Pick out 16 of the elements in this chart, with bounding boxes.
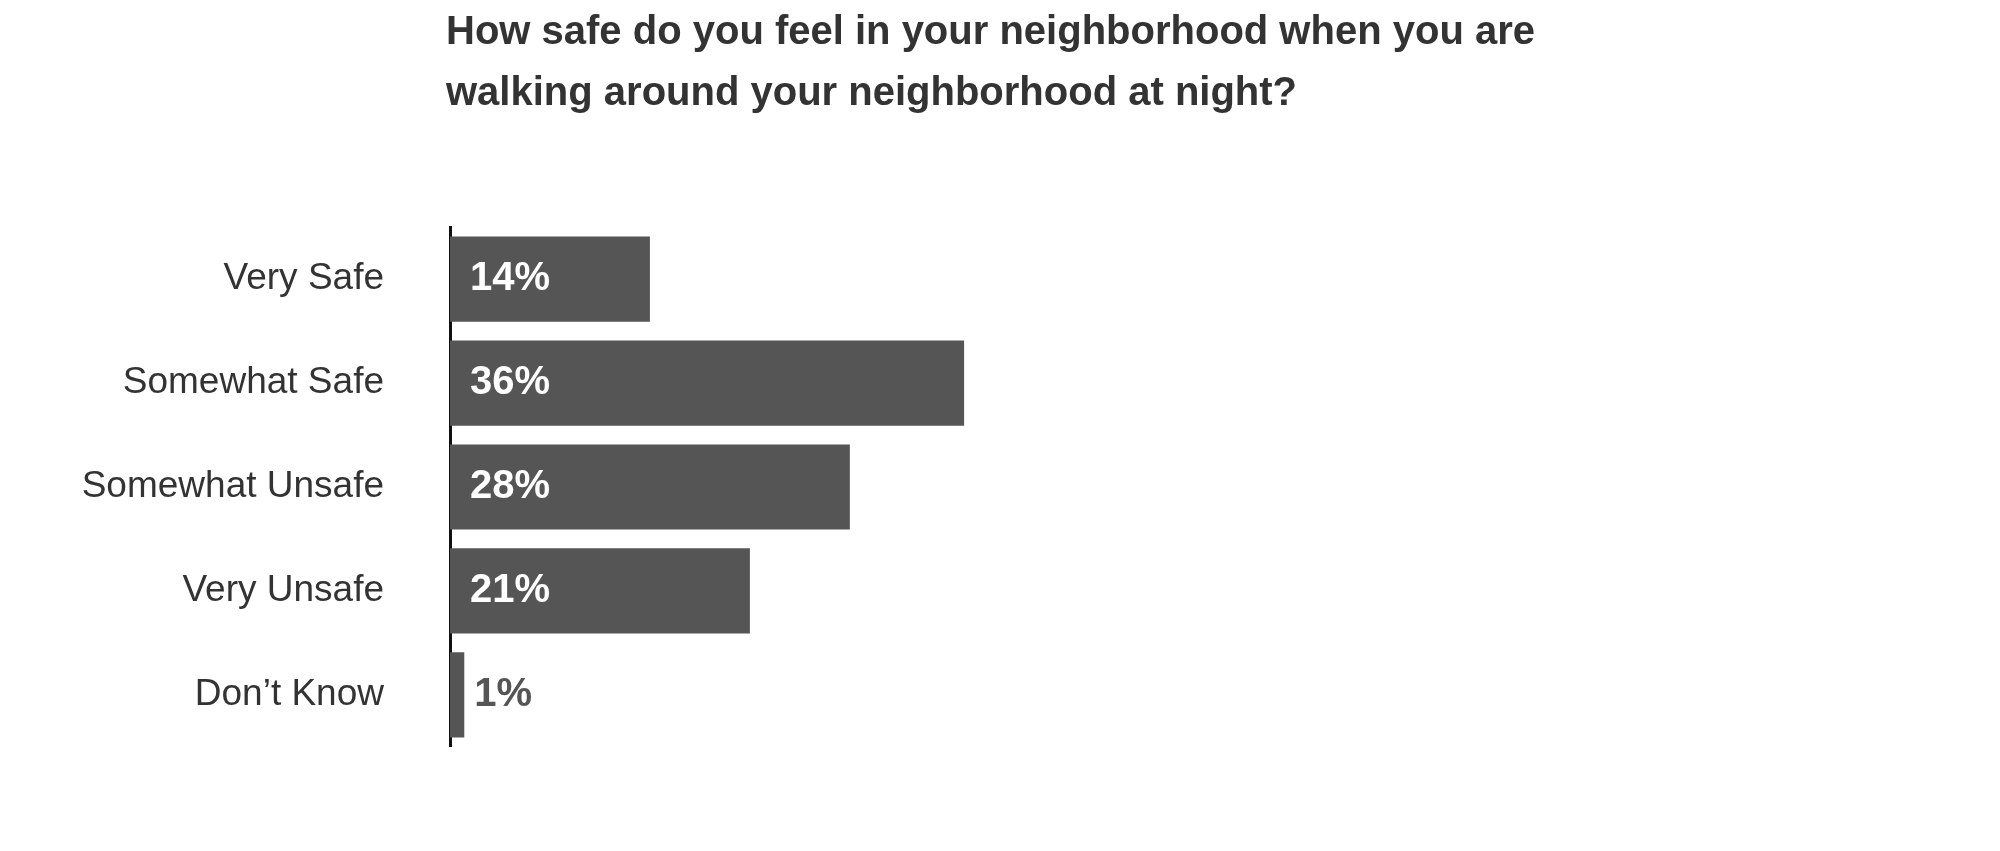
bar xyxy=(450,236,650,322)
bar xyxy=(450,652,465,738)
data-label: 36% xyxy=(470,358,551,403)
bar xyxy=(450,548,750,634)
data-label: 14% xyxy=(470,254,551,299)
y-tick-label: Very Unsafe xyxy=(182,568,384,610)
data-label: 21% xyxy=(470,565,551,610)
y-tick-label: Somewhat Unsafe xyxy=(81,464,384,506)
y-tick-label: Very Safe xyxy=(223,256,384,298)
data-label: 1% xyxy=(474,669,533,714)
y-tick-label: Somewhat Safe xyxy=(122,360,384,402)
bar xyxy=(450,444,850,530)
y-tick-label: Don’t Know xyxy=(194,672,385,714)
chart-title: How safe do you feel in your neighborhood when you are walking around your neighborhood at night? xyxy=(446,7,1536,115)
bar xyxy=(450,340,965,426)
data-label: 28% xyxy=(470,462,551,507)
